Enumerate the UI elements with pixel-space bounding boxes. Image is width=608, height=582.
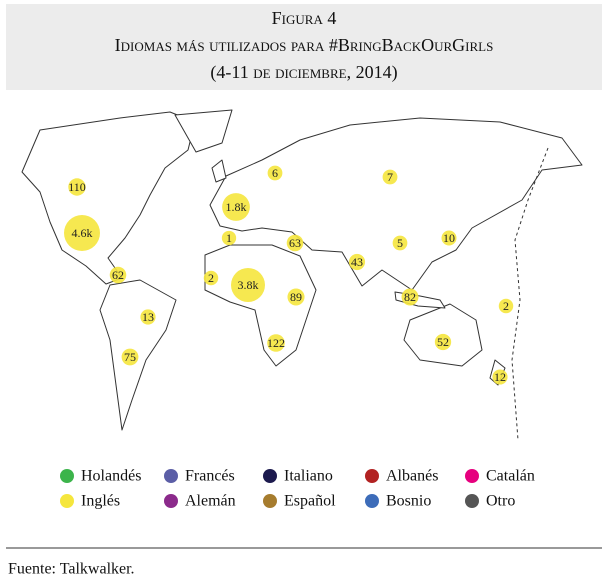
legend: Holandés Inglés Francés Alemán Italiano Españ… [60,468,535,510]
header-box [6,4,602,90]
legend-label: Albanés [386,468,438,485]
bubble-label: 2 [208,271,214,285]
bubble-label: 2 [503,299,509,313]
bubble [267,334,285,352]
legend-label: Italiano [284,468,333,485]
legend-swatch [365,494,379,508]
bubble [140,309,156,325]
bubble-label: 82 [404,290,416,304]
bubble-label: 7 [387,170,393,184]
bubble [392,235,408,251]
legend-swatch [465,494,479,508]
bubble [286,234,304,252]
bubble [287,288,305,306]
bubble-label: 3.8k [238,278,259,292]
legend-swatch [164,469,178,483]
bubble-label: 1 [226,231,232,245]
legend-swatch [263,494,277,508]
bubble [109,266,127,284]
figure-title: Idiomas más utilizados para #BringBackOu… [115,35,494,55]
bubble-label: 89 [290,290,302,304]
bubble-label: 62 [112,268,124,282]
bubble [492,369,508,385]
bubble [434,333,452,351]
legend-swatch [465,469,479,483]
bubble [441,230,457,246]
bubble [222,193,250,221]
bubble [498,298,514,314]
legend-swatch [164,494,178,508]
bubble-label: 13 [142,310,154,324]
source-note: Fuente: Talkwalker. [8,561,135,578]
legend-swatch [60,494,74,508]
bubble [401,288,419,306]
bubble-label: 122 [267,336,285,350]
bubble-label: 1.8k [226,200,247,214]
bubble [221,230,237,246]
world-map [21,109,583,441]
legend-label: Español [284,493,336,510]
bubble-label: 110 [68,180,86,194]
legend-swatch [263,469,277,483]
bubble [203,270,219,286]
bubble-label: 10 [443,231,455,245]
bubble [267,165,283,181]
bubble [382,169,398,185]
bubble-label: 5 [397,236,403,250]
legend-label: Catalán [486,468,535,485]
legend-label: Holandés [81,468,141,485]
bubble-label: 43 [351,255,363,269]
bubble-label: 4.6k [72,226,93,240]
bubble-label: 12 [494,370,506,384]
bubble [64,215,100,251]
bubble-label: 6 [272,166,278,180]
legend-label: Bosnio [386,493,431,510]
legend-swatch [365,469,379,483]
bubble-label: 52 [437,335,449,349]
bubble [231,268,265,302]
legend-label: Inglés [81,493,120,510]
legend-swatch [60,469,74,483]
bubble [348,253,366,271]
legend-label: Otro [486,493,515,510]
legend-label: Alemán [185,493,236,510]
bubble [121,348,139,366]
figure-number: Figura 4 [272,8,337,28]
bubble-label: 75 [124,350,136,364]
bubble [68,178,86,196]
legend-label: Francés [185,468,235,485]
bubble-label: 63 [289,236,301,250]
figure-subtitle: (4-11 de diciembre, 2014) [210,62,397,83]
